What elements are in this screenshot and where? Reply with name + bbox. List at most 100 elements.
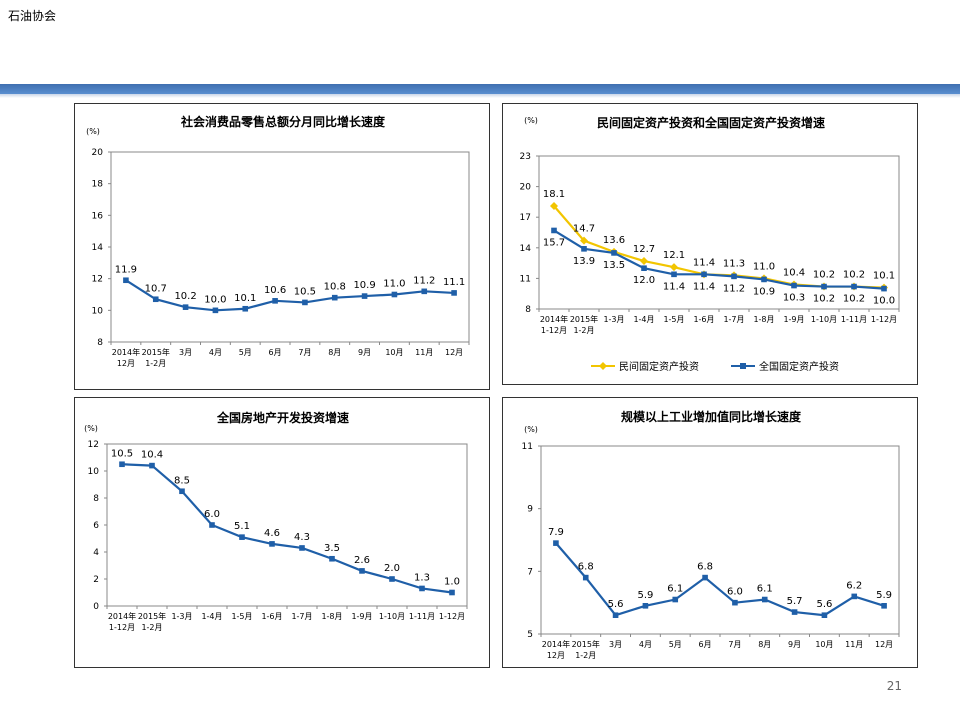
- series-2-point: [551, 227, 557, 234]
- y-tick-label: 8: [93, 494, 99, 504]
- data-label: 10.4: [783, 268, 805, 279]
- legend-label: 民间固定资产投资: [619, 360, 699, 373]
- y-tick-label: 9: [527, 505, 533, 515]
- x-tick-label: 1-6月: [261, 612, 282, 621]
- x-tick-label: 9月: [358, 348, 371, 357]
- data-label: 10.2: [843, 294, 865, 305]
- x-tick-label: 2014年: [542, 639, 570, 649]
- data-label: 13.5: [603, 260, 625, 271]
- x-tick-label: 1-2月: [145, 359, 166, 368]
- chart-title: 社会消费品零售总额分月同比增长速度: [180, 114, 386, 129]
- y-tick-label: 6: [93, 521, 99, 531]
- series-1-point: [449, 589, 455, 596]
- x-tick-label: 2014年: [540, 314, 568, 324]
- x-tick-label: 1-11月: [841, 315, 867, 324]
- series-line-2: [553, 229, 885, 290]
- x-tick-label: 8月: [328, 348, 341, 357]
- data-label: 5.9: [876, 590, 892, 601]
- data-label: 12.0: [633, 275, 655, 286]
- series-line-1: [125, 279, 455, 312]
- series-1-point: [329, 555, 335, 562]
- series-2-point: [671, 271, 677, 278]
- series-1-point: [359, 568, 365, 574]
- data-label: 6.8: [578, 562, 594, 573]
- x-tick-label: 11月: [415, 348, 433, 357]
- y-tick-label: 7: [527, 567, 533, 577]
- x-tick-label: 1-4月: [201, 612, 222, 621]
- x-tick-label: 4月: [639, 640, 652, 649]
- y-tick-label: 20: [92, 148, 104, 158]
- x-tick-label: 1-2月: [141, 623, 162, 632]
- data-label: 6.1: [667, 584, 683, 595]
- series-1-point: [881, 603, 887, 609]
- plot-area-frame: [540, 445, 900, 635]
- x-tick-label: 1-6月: [693, 315, 714, 324]
- y-tick-label: 20: [520, 183, 532, 193]
- series-2-point: [731, 273, 737, 280]
- real-estate-investment-chart: 全国房地产开发投资增速(%)0246810122014年1-12月2015年1-…: [84, 410, 468, 632]
- y-tick-label: 8: [97, 338, 103, 348]
- data-label: 6.8: [697, 562, 713, 573]
- data-label: 10.2: [174, 291, 196, 302]
- chart-title: 民间固定资产投资和全国固定资产投资增速: [597, 115, 825, 130]
- plot-area-frame: [106, 443, 468, 607]
- x-tick-label: 1-12月: [541, 326, 567, 335]
- data-label: 11.4: [693, 257, 715, 268]
- x-tick-label: 3月: [179, 348, 192, 357]
- series-1-point: [419, 585, 425, 592]
- x-tick-label: 1-9月: [783, 315, 804, 324]
- x-tick-label: 1-7月: [291, 612, 312, 621]
- industrial-value-added-chart-panel: 规模以上工业增加值同比增长速度 (%) 5 7 9 11 2014年 12月 2015年 1-2月…: [502, 397, 918, 668]
- industrial-value-added-chart: 规模以上工业增加值同比增长速度 (%) 5 7 9 11 2014年 12月 2015年 1-2月…: [522, 409, 900, 660]
- y-axis-unit-label: (%): [84, 424, 98, 433]
- x-tick-label: 1-8月: [321, 612, 342, 621]
- series-1-point: [179, 488, 185, 495]
- data-label: 12.1: [663, 250, 685, 261]
- data-label: 8.5: [174, 475, 190, 486]
- data-label: 10.2: [813, 270, 835, 281]
- y-tick-label: 17: [520, 213, 531, 223]
- data-label: 10.7: [145, 283, 167, 294]
- series-1-point: [361, 293, 368, 299]
- x-tick-label: 1-8月: [753, 315, 774, 324]
- x-tick-label: 1-4月: [633, 315, 654, 324]
- legend-marker: [740, 363, 746, 369]
- series-1-point: [550, 201, 558, 210]
- data-label: 5.9: [637, 590, 653, 601]
- y-axis-unit-label: (%): [86, 127, 100, 136]
- chart-title: 规模以上工业增加值同比增长速度: [621, 409, 802, 424]
- y-tick-label: 0: [93, 602, 99, 612]
- legend-label: 全国固定资产投资: [759, 360, 839, 373]
- x-tick-label: 1-3月: [603, 315, 624, 324]
- x-tick-label: 1-11月: [409, 612, 435, 621]
- data-label: 10.8: [324, 282, 346, 293]
- x-tick-label: 12月: [547, 651, 565, 660]
- series-1-point: [821, 612, 828, 618]
- series-1-point: [209, 522, 215, 528]
- data-label: 10.2: [843, 270, 865, 281]
- series-1-point: [672, 596, 679, 603]
- series-1-point: [152, 296, 159, 303]
- y-tick-label: 11: [522, 442, 533, 452]
- data-label: 10.0: [873, 296, 895, 307]
- x-tick-label: 6月: [699, 640, 712, 649]
- series-1-point: [123, 277, 129, 284]
- x-tick-label: 2015年: [570, 314, 598, 324]
- data-label: 18.1: [543, 189, 565, 200]
- data-label: 10.1: [234, 293, 256, 304]
- x-tick-label: 12月: [117, 359, 135, 368]
- series-1-point: [761, 596, 768, 603]
- y-tick-label: 14: [520, 244, 532, 254]
- data-label: 13.9: [573, 256, 595, 267]
- data-label: 11.0: [753, 261, 775, 272]
- y-tick-label: 16: [92, 211, 104, 221]
- x-tick-label: 1-5月: [231, 612, 252, 621]
- y-tick-label: 2: [93, 575, 99, 585]
- series-1-point: [272, 298, 278, 304]
- data-label: 6.0: [204, 509, 220, 520]
- series-1-point: [242, 305, 249, 312]
- retail-sales-chart-panel: 社会消费品零售总额分月同比增长速度 (%) 8 10 12 14 16 18 20 2014年 12…: [74, 103, 490, 390]
- data-label: 12.7: [633, 244, 655, 255]
- header-accent-bar: [0, 84, 960, 94]
- series-1-point: [421, 288, 428, 295]
